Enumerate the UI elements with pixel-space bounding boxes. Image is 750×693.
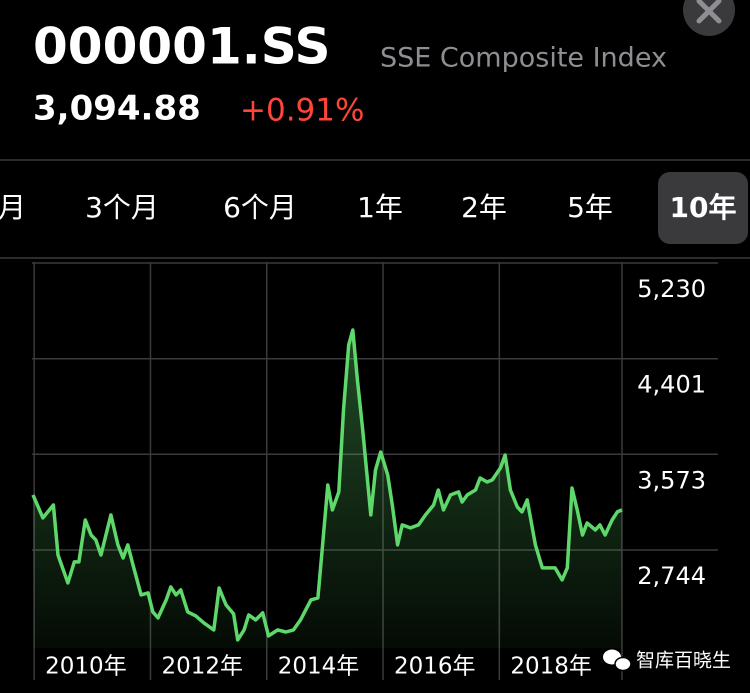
tab[interactable]: 5年 <box>567 191 613 224</box>
y-tick-label: 2,744 <box>637 562 706 590</box>
chart: 2,744 3,573 4,401 5,230 2010年 2012年 2014年 2016年… <box>31 262 718 680</box>
wechat-icon <box>614 656 632 672</box>
close-icon[interactable] <box>696 0 722 24</box>
tab[interactable]: 2年 <box>461 191 507 224</box>
x-tick-label: 2016年 <box>394 654 476 680</box>
change: +0.91% <box>240 93 364 129</box>
watermark: 智库百晓生 <box>603 649 731 672</box>
close-circle[interactable] <box>683 0 735 36</box>
range-tabs: 月 3个月 6个月 1年 2年 5年 10年 <box>0 172 748 244</box>
close-button[interactable] <box>683 0 735 36</box>
tab-selected-bg[interactable] <box>658 172 748 244</box>
price: 3,094.88 <box>33 89 201 129</box>
y-tick-label: 3,573 <box>637 466 706 494</box>
tab[interactable]: 月 <box>0 191 26 224</box>
y-tick-label: 5,230 <box>637 275 706 303</box>
tab[interactable]: 3个月 <box>85 191 159 224</box>
x-tick-label: 2018年 <box>510 654 592 680</box>
price-line <box>31 328 623 642</box>
tab[interactable]: 6个月 <box>223 191 297 224</box>
symbol: 000001.SS <box>33 18 331 76</box>
x-tick-label: 2014年 <box>278 654 360 680</box>
x-tick-label: 2012年 <box>161 654 243 680</box>
watermark-text: 智库百晓生 <box>636 650 731 672</box>
tab[interactable]: 10年 <box>670 191 737 224</box>
x-tick-label: 2010年 <box>45 654 127 680</box>
tab[interactable]: 1年 <box>357 191 403 224</box>
y-tick-label: 4,401 <box>637 371 706 399</box>
index-name: SSE Composite Index <box>380 43 667 74</box>
